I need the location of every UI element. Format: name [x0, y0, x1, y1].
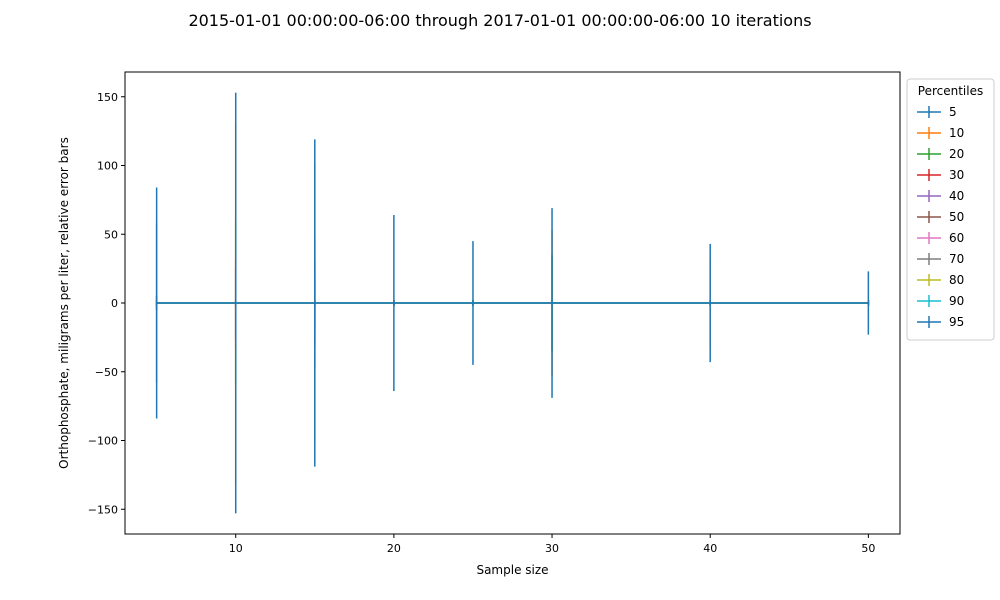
legend-label: 95 — [949, 315, 964, 329]
series-95 — [155, 92, 870, 514]
legend-item-95: 95 — [917, 315, 964, 329]
legend-label: 90 — [949, 294, 964, 308]
chart-title: 2015-01-01 00:00:00-06:00 through 2017-0… — [188, 11, 811, 30]
legend-label: 20 — [949, 147, 964, 161]
legend-label: 60 — [949, 231, 964, 245]
legend-label: 30 — [949, 168, 964, 182]
y-tick-label: 50 — [104, 228, 118, 241]
y-axis-label: Orthophosphate, miligrams per liter, rel… — [57, 137, 71, 469]
y-tick-label: 0 — [111, 297, 118, 310]
legend-item-80: 80 — [917, 273, 964, 287]
legend-item-70: 70 — [917, 252, 964, 266]
legend-label: 50 — [949, 210, 964, 224]
legend-label: 80 — [949, 273, 964, 287]
y-tick-label: −100 — [88, 435, 118, 448]
legend-item-50: 50 — [917, 210, 964, 224]
legend: Percentiles 5 10 20 30 40 50 60 70 80 90 95 — [906, 78, 995, 341]
legend-label: 5 — [949, 105, 957, 119]
legend-item-60: 60 — [917, 231, 964, 245]
y-tick-label: 150 — [97, 91, 118, 104]
x-tick-label: 30 — [545, 542, 559, 555]
legend-label: 40 — [949, 189, 964, 203]
legend-item-5: 5 — [917, 105, 957, 119]
legend-item-40: 40 — [917, 189, 964, 203]
x-tick-label: 10 — [229, 542, 243, 555]
legend-item-10: 10 — [917, 126, 964, 140]
x-tick-label: 50 — [861, 542, 875, 555]
axes: 10 20 30 40 50 −150 −100 −50 0 50 100 150 — [88, 71, 901, 555]
y-tick-label: −50 — [95, 366, 118, 379]
y-tick-label: −150 — [88, 503, 118, 516]
legend-label: 10 — [949, 126, 964, 140]
legend-item-20: 20 — [917, 147, 964, 161]
x-tick-label: 40 — [703, 542, 717, 555]
y-tick-label: 100 — [97, 160, 118, 173]
legend-item-90: 90 — [917, 294, 964, 308]
legend-item-30: 30 — [917, 168, 964, 182]
x-tick-label: 20 — [387, 542, 401, 555]
legend-label: 70 — [949, 252, 964, 266]
plot-area — [155, 92, 870, 514]
legend-title: Percentiles — [918, 84, 983, 98]
x-axis-label: Sample size — [476, 563, 548, 577]
